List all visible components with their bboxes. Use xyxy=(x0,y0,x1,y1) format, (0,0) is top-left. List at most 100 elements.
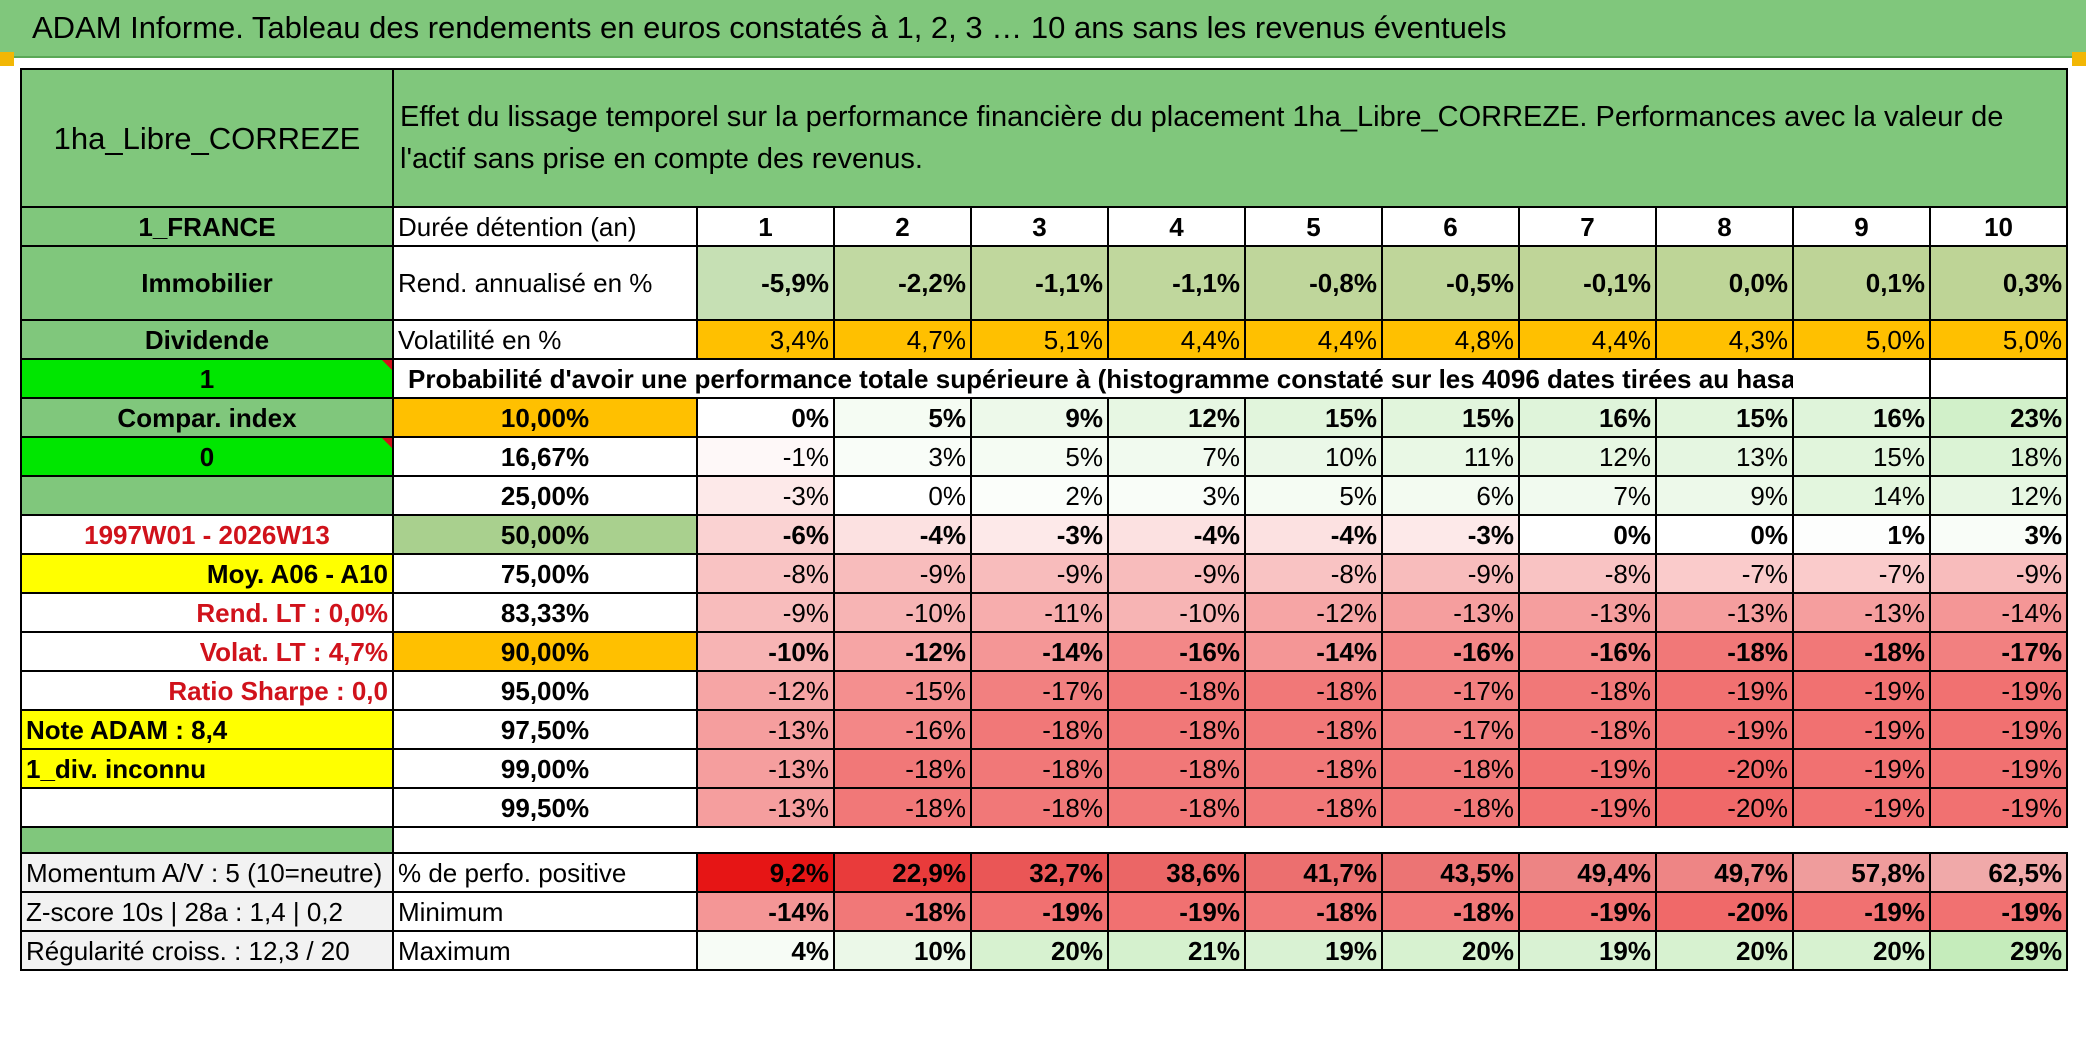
quantile-cell: -8% xyxy=(1244,553,1383,594)
volatility-cell: 3,4% xyxy=(696,319,835,360)
quantile-cell: -10% xyxy=(696,631,835,672)
annual-return-cell: 0,0% xyxy=(1655,245,1794,321)
quantile-cell: 5% xyxy=(833,397,972,438)
quantile-cell: -14% xyxy=(1244,631,1383,672)
quantile-label: 95,00% xyxy=(392,670,698,711)
quantile-cell: -8% xyxy=(696,553,835,594)
quantile-cell: -17% xyxy=(1381,670,1520,711)
year-header: 8 xyxy=(1655,206,1794,247)
quantile-cell: 0% xyxy=(1655,514,1794,555)
quantile-cell: -18% xyxy=(1381,748,1520,789)
quantile-cell: 7% xyxy=(1518,475,1657,516)
quantile-row: Rend. LT : 0,0% 83,33% -9% -10% -11% -10% -12%… xyxy=(20,592,2069,633)
quantile-cell: -19% xyxy=(1792,670,1931,711)
maximum-row: Régularité croiss. : 12,3 / 20 Maximum 4… xyxy=(20,930,2069,971)
year-header: 2 xyxy=(833,206,972,247)
corner-marker xyxy=(2072,52,2086,66)
quantile-cell: -17% xyxy=(1928,631,2069,672)
quantile-cell: 5% xyxy=(970,436,1109,477)
quantile-cell: -18% xyxy=(833,748,972,789)
volatility-cell: 4,4% xyxy=(1518,319,1657,360)
minimum-row: Z-score 10s | 28a : 1,4 | 0,2 Minimum -1… xyxy=(20,891,2069,932)
quantile-cell: -19% xyxy=(1655,670,1794,711)
annual-return-cell: -0,1% xyxy=(1518,245,1657,321)
volatility-cell: 5,0% xyxy=(1928,319,2069,360)
quantile-label: 99,50% xyxy=(392,787,698,828)
quantile-label: 83,33% xyxy=(392,592,698,633)
quantile-cell: -18% xyxy=(1107,670,1246,711)
year-header: 4 xyxy=(1107,206,1246,247)
quantile-label: 10,00% xyxy=(392,397,698,438)
maximum-cell: 20% xyxy=(1655,930,1794,971)
quantile-cell: -18% xyxy=(1107,787,1246,828)
positive-cell: 43,5% xyxy=(1381,852,1520,893)
category-label: Immobilier xyxy=(20,245,394,321)
maximum-cell: 20% xyxy=(1381,930,1520,971)
quantile-cell: -8% xyxy=(1518,553,1657,594)
quantile-cell: -18% xyxy=(1792,631,1931,672)
quantile-cell: 16% xyxy=(1792,397,1931,438)
quantile-cell: -18% xyxy=(1655,631,1794,672)
quantile-row: 1_div. inconnu 99,00% -13% -18% -18% -18% -18%… xyxy=(20,748,2069,789)
header-row: 1ha_Libre_CORREZE Effet du lissage tempo… xyxy=(20,68,2069,208)
quantile-cell: 7% xyxy=(1107,436,1246,477)
quantile-cell: -18% xyxy=(1107,748,1246,789)
quantile-cell: -20% xyxy=(1655,748,1794,789)
minimum-cell: -19% xyxy=(1107,891,1246,932)
quantile-cell: -19% xyxy=(1928,787,2069,828)
quantile-cell: -9% xyxy=(1107,553,1246,594)
quantile-row: 1997W01 - 2026W13 50,00% -6% -4% -3% -4% -4% -3… xyxy=(20,514,2069,555)
positive-cell: 38,6% xyxy=(1107,852,1246,893)
quantile-cell: 12% xyxy=(1928,475,2069,516)
quantile-cell: -18% xyxy=(970,787,1109,828)
minimum-cell: -20% xyxy=(1655,891,1794,932)
spacer-row xyxy=(20,826,2067,854)
positive-cell: 32,7% xyxy=(970,852,1109,893)
quantile-cell: 9% xyxy=(970,397,1109,438)
maximum-cell: 19% xyxy=(1518,930,1657,971)
annual-return-cell: 0,3% xyxy=(1928,245,2069,321)
minimum-cell: -14% xyxy=(696,891,835,932)
minimum-cell: -19% xyxy=(1518,891,1657,932)
positive-cell: 49,4% xyxy=(1518,852,1657,893)
quantile-cell: 15% xyxy=(1792,436,1931,477)
report-title: ADAM Informe. Tableau des rendements en … xyxy=(32,10,1507,45)
positive-row: Momentum A/V : 5 (10=neutre) % de perfo.… xyxy=(20,852,2069,893)
quantile-cell: 10% xyxy=(1244,436,1383,477)
quantile-label: 50,00% xyxy=(392,514,698,555)
quantile-cell: 16% xyxy=(1518,397,1657,438)
title-bar: ADAM Informe. Tableau des rendements en … xyxy=(0,0,2086,58)
note-label: Note ADAM : 8,4 xyxy=(20,709,394,750)
probability-header-row: 1 Probabilité d'avoir une performance to… xyxy=(20,358,2069,399)
quantile-cell: 12% xyxy=(1518,436,1657,477)
annual-return-row: Immobilier Rend. annualisé en % -5,9% -2… xyxy=(20,245,2069,321)
quantile-cell: 3% xyxy=(833,436,972,477)
positive-cell: 9,2% xyxy=(696,852,835,893)
minimum-label: Minimum xyxy=(392,891,698,932)
quantile-label: 97,50% xyxy=(392,709,698,750)
quantile-cell: -6% xyxy=(696,514,835,555)
quantile-cell: -12% xyxy=(696,670,835,711)
returns-table: 1ha_Libre_CORREZE Effet du lissage tempo… xyxy=(20,68,2069,971)
quantile-cell: -11% xyxy=(970,592,1109,633)
quantile-cell: -13% xyxy=(696,787,835,828)
compar-index-label: Compar. index xyxy=(20,397,394,438)
quantile-row: Note ADAM : 8,4 97,50% -13% -16% -18% -18% -18… xyxy=(20,709,2069,750)
quantile-label: 75,00% xyxy=(392,553,698,594)
quantile-label: 99,00% xyxy=(392,748,698,789)
duration-row: 1_FRANCE Durée détention (an) 1 2 3 4 5 … xyxy=(20,206,2069,247)
quantile-cell: -19% xyxy=(1928,670,2069,711)
year-header: 5 xyxy=(1244,206,1383,247)
quantile-cell: -12% xyxy=(1244,592,1383,633)
positive-label: % de perfo. positive xyxy=(392,852,698,893)
quantile-cell: -18% xyxy=(1244,670,1383,711)
volatility-label: Volatilité en % xyxy=(392,319,698,360)
input-one[interactable]: 1 xyxy=(20,358,394,399)
quantile-cell: 6% xyxy=(1381,475,1520,516)
quantile-cell: 11% xyxy=(1381,436,1520,477)
period-label: 1997W01 - 2026W13 xyxy=(20,514,394,555)
volatility-cell: 4,7% xyxy=(833,319,972,360)
sharpe-label: Ratio Sharpe : 0,0 xyxy=(20,670,394,711)
maximum-cell: 10% xyxy=(833,930,972,971)
input-zero[interactable]: 0 xyxy=(20,436,394,477)
